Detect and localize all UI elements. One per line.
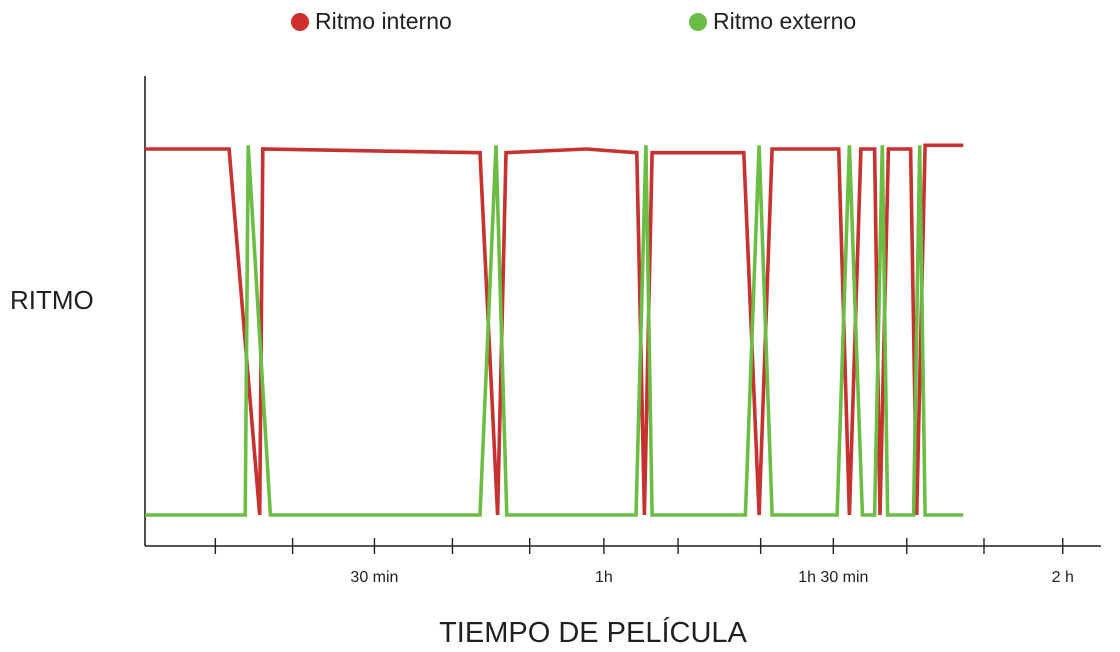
x-tick-label-5: 1h — [595, 569, 613, 586]
chart-legend: Ritmo interno Ritmo externo — [0, 8, 1120, 38]
y-axis-label: RITMO — [10, 285, 94, 315]
x-tick-label-8: 1h 30 min — [798, 569, 868, 586]
legend-item-interno: Ritmo interno — [291, 8, 452, 35]
legend-label-externo: Ritmo externo — [713, 8, 857, 34]
legend-swatch-interno — [291, 12, 309, 31]
legend-label-interno: Ritmo interno — [315, 8, 452, 34]
x-axis-label: TIEMPO DE PELÍCULA — [439, 617, 747, 649]
x-tick-label-2: 30 min — [350, 569, 398, 586]
legend-item-externo: Ritmo externo — [689, 8, 856, 35]
series-line-externo — [145, 145, 964, 517]
x-tick-label-11: 2 h — [1052, 569, 1074, 586]
legend-swatch-externo — [689, 12, 707, 31]
